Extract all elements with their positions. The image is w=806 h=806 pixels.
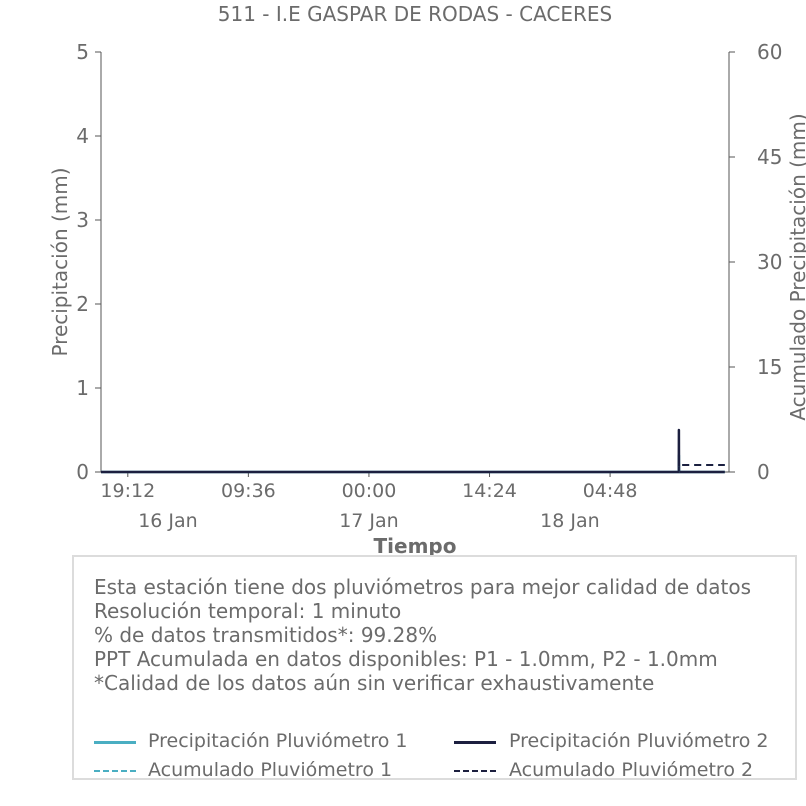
x-tick-label: 14:24	[462, 480, 517, 502]
legend-swatch-p2	[454, 741, 496, 744]
chart-title: 511 - I.E GASPAR DE RODAS - CACERES	[217, 2, 613, 26]
legend-swatch-p1	[94, 741, 136, 744]
y-tick-label: 4	[76, 124, 89, 148]
y2-tick-label: 60	[757, 40, 782, 64]
legend-label-acc1: Acumulado Pluviómetro 1	[148, 759, 393, 781]
y-tick-label: 3	[76, 208, 89, 232]
info-line-transmitted: % de datos transmitidos*: 99.28%	[94, 623, 438, 647]
x-tick-label: 04:48	[583, 480, 638, 502]
legend-label-p2: Precipitación Pluviómetro 2	[509, 730, 769, 752]
y-tick-label: 1	[76, 376, 89, 400]
x-axis-label: Tiempo	[374, 534, 457, 558]
legend-label-acc2: Acumulado Pluviómetro 2	[509, 759, 754, 781]
x-major-tick-label: 18 Jan	[540, 510, 600, 532]
series-line-2	[101, 428, 725, 474]
y2-tick-label: 0	[757, 460, 770, 484]
legend-swatch-acc1	[94, 770, 136, 772]
legend-swatch-acc2	[454, 770, 496, 772]
y-tick-label: 5	[76, 40, 89, 64]
series-line-1	[101, 453, 725, 474]
info-line-quality-note: *Calidad de los datos aún sin verificar …	[94, 671, 655, 695]
y-tick-label: 0	[76, 460, 89, 484]
y2-axis-label: Acumulado Precipitación (mm)	[786, 113, 806, 420]
x-tick-label: 09:36	[221, 480, 276, 502]
x-tick-label: 00:00	[342, 480, 397, 502]
y2-tick-label: 30	[757, 250, 782, 274]
info-line-resolution: Resolución temporal: 1 minuto	[94, 599, 402, 623]
info-legend-box: Esta estación tiene dos pluviómetros par…	[72, 555, 797, 781]
series-line-4	[101, 464, 725, 473]
legend-label-p1: Precipitación Pluviómetro 1	[148, 730, 408, 752]
info-line-stations: Esta estación tiene dos pluviómetros par…	[94, 575, 752, 599]
y-axis-label: Precipitación (mm)	[48, 167, 72, 356]
x-major-tick-label: 16 Jan	[138, 510, 198, 532]
y2-tick-label: 15	[757, 355, 782, 379]
x-tick-label: 19:12	[100, 480, 155, 502]
info-line-accumulated: PPT Acumulada en datos disponibles: P1 -…	[94, 647, 718, 671]
y2-tick-label: 45	[757, 145, 782, 169]
y-tick-label: 2	[76, 292, 89, 316]
info-text-block: Esta estación tiene dos pluviómetros par…	[94, 575, 751, 695]
x-major-tick-label: 17 Jan	[339, 510, 399, 532]
